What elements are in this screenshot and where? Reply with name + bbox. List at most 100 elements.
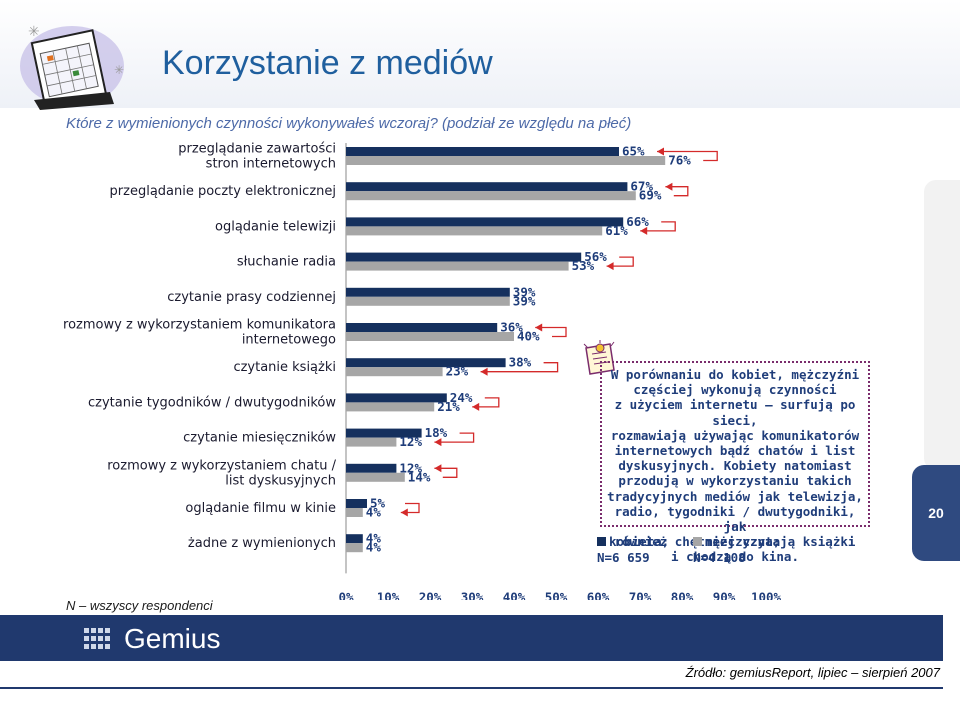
highlight-bracket [640, 221, 676, 232]
bar-mężczyzna [346, 402, 435, 412]
legend-label: mężczyzna; [705, 534, 781, 549]
x-tick-label: 70% [629, 589, 652, 600]
category-label: oglądanie filmu w kinie [185, 501, 336, 516]
bar-kobieta [346, 358, 506, 368]
calendar-icon: ✳ ✳ [20, 24, 124, 110]
data-label: 23% [446, 364, 469, 379]
data-label: 12% [399, 434, 422, 449]
legend-label: kobieta; [609, 534, 670, 549]
bar-mężczyzna [346, 508, 363, 517]
svg-text:✳: ✳ [28, 24, 40, 40]
category-label: rozmowy z wykorzystaniem komunikatora [63, 318, 336, 333]
data-label: 36% [500, 320, 523, 335]
page-title: Korzystanie z mediów [162, 44, 493, 82]
data-label: 61% [605, 223, 628, 238]
highlight-arrowhead [640, 226, 648, 235]
highlight-arrowhead [434, 464, 442, 473]
highlight-bracket [434, 432, 475, 443]
category-label: przeglądanie zawartości [178, 142, 336, 157]
brand-logo: Gemius [84, 620, 220, 658]
note-line: dyskusyjnych. Kobiety natomiast [618, 458, 852, 474]
legend-sub: N=4 108 [693, 550, 746, 565]
highlight-arrowhead [434, 438, 442, 447]
data-label: 38% [509, 355, 532, 370]
data-label: 14% [408, 469, 431, 484]
sample-note: N – wszyscy respondenci [66, 598, 213, 613]
highlight-bracket [400, 502, 420, 514]
data-label: 39% [513, 284, 536, 299]
highlight-bracket [480, 362, 559, 373]
data-label: 69% [639, 188, 662, 203]
data-label: 21% [437, 399, 460, 414]
note-line: i chodzą do kina. [671, 549, 799, 565]
category-label: przeglądanie poczty elektronicznej [110, 184, 336, 199]
legend-swatch [693, 537, 702, 546]
header-band [0, 0, 960, 108]
category-label: czytanie tygodników / dwutygodników [88, 395, 336, 410]
legend-item-kobieta: kobieta; N=6 659 [597, 534, 669, 566]
bar-kobieta [346, 252, 582, 262]
data-label: 65% [622, 144, 645, 159]
bar-kobieta [346, 182, 628, 192]
side-decoration [924, 180, 960, 470]
category-label: internetowego [242, 333, 336, 348]
category-label: żadne z wymienionych [188, 536, 336, 551]
data-label: 56% [584, 249, 607, 264]
note-line: przodują w wykorzystaniu takich [618, 473, 852, 489]
x-tick-label: 30% [461, 589, 484, 600]
x-tick-label: 80% [671, 589, 694, 600]
note-line: z użyciem internetu – surfują po sieci, [614, 397, 856, 428]
note-line: W porównaniu do kobiet, mężczyźni [610, 367, 860, 382]
highlight-arrowhead [480, 367, 488, 376]
bar-mężczyzna [346, 191, 636, 201]
category-label: słuchanie radia [237, 255, 336, 270]
category-label: czytanie prasy codziennej [167, 290, 336, 305]
bar-mężczyzna [346, 472, 405, 482]
data-label: 67% [630, 179, 653, 194]
x-tick-label: 90% [713, 589, 736, 600]
highlight-arrowhead [665, 182, 673, 191]
source-note: Źródło: gemiusReport, lipiec – sierpień … [685, 665, 940, 680]
data-label: 39% [513, 293, 536, 308]
brand-mark-icon [84, 628, 110, 649]
highlight-bracket [472, 397, 500, 408]
survey-question: Które z wymienionych czynności wykonywał… [66, 115, 632, 132]
bar-kobieta [346, 428, 422, 438]
bar-mężczyzna [346, 156, 666, 165]
highlight-arrowhead [535, 323, 543, 332]
category-label: czytanie miesięczników [183, 431, 336, 446]
bar-mężczyzna [346, 543, 363, 553]
category-label: stron internetowych [206, 157, 336, 172]
page-number-tab [912, 465, 960, 561]
page-number: 20 [928, 505, 944, 521]
x-tick-label: 20% [419, 589, 442, 600]
category-label: rozmowy z wykorzystaniem chatu / [107, 458, 336, 473]
bar-mężczyzna [346, 367, 443, 377]
data-label: 18% [425, 425, 448, 440]
bar-kobieta [346, 147, 619, 156]
bar-kobieta [346, 463, 397, 473]
brand-name: Gemius [124, 623, 221, 654]
data-label: 4% [366, 540, 382, 555]
note-line: częściej wykonują czynności [633, 382, 837, 398]
highlight-bracket [535, 326, 567, 338]
data-label: 12% [399, 460, 422, 475]
x-tick-label: 10% [377, 589, 400, 600]
idea-note-icon [583, 340, 615, 375]
x-tick-label: 50% [545, 589, 568, 600]
note-line: również chętniej czytają książki [614, 534, 856, 550]
bar-kobieta [346, 323, 498, 332]
source-divider [0, 687, 943, 689]
data-label: 40% [517, 329, 540, 344]
bar-mężczyzna [346, 296, 510, 306]
legend-item-mezczyzna: mężczyzna; N=4 108 [693, 534, 780, 566]
bar-kobieta [346, 393, 447, 403]
highlight-arrowhead [657, 147, 664, 156]
note-line: rozmawiają używając komunikatorów [610, 427, 860, 443]
x-tick-label: 0% [338, 589, 354, 600]
legend-sub: N=6 659 [597, 550, 650, 565]
note-line: tradycyjnych mediów jak telewizja, [607, 488, 863, 504]
x-tick-label: 100% [751, 589, 782, 600]
bar-mężczyzna [346, 226, 603, 236]
